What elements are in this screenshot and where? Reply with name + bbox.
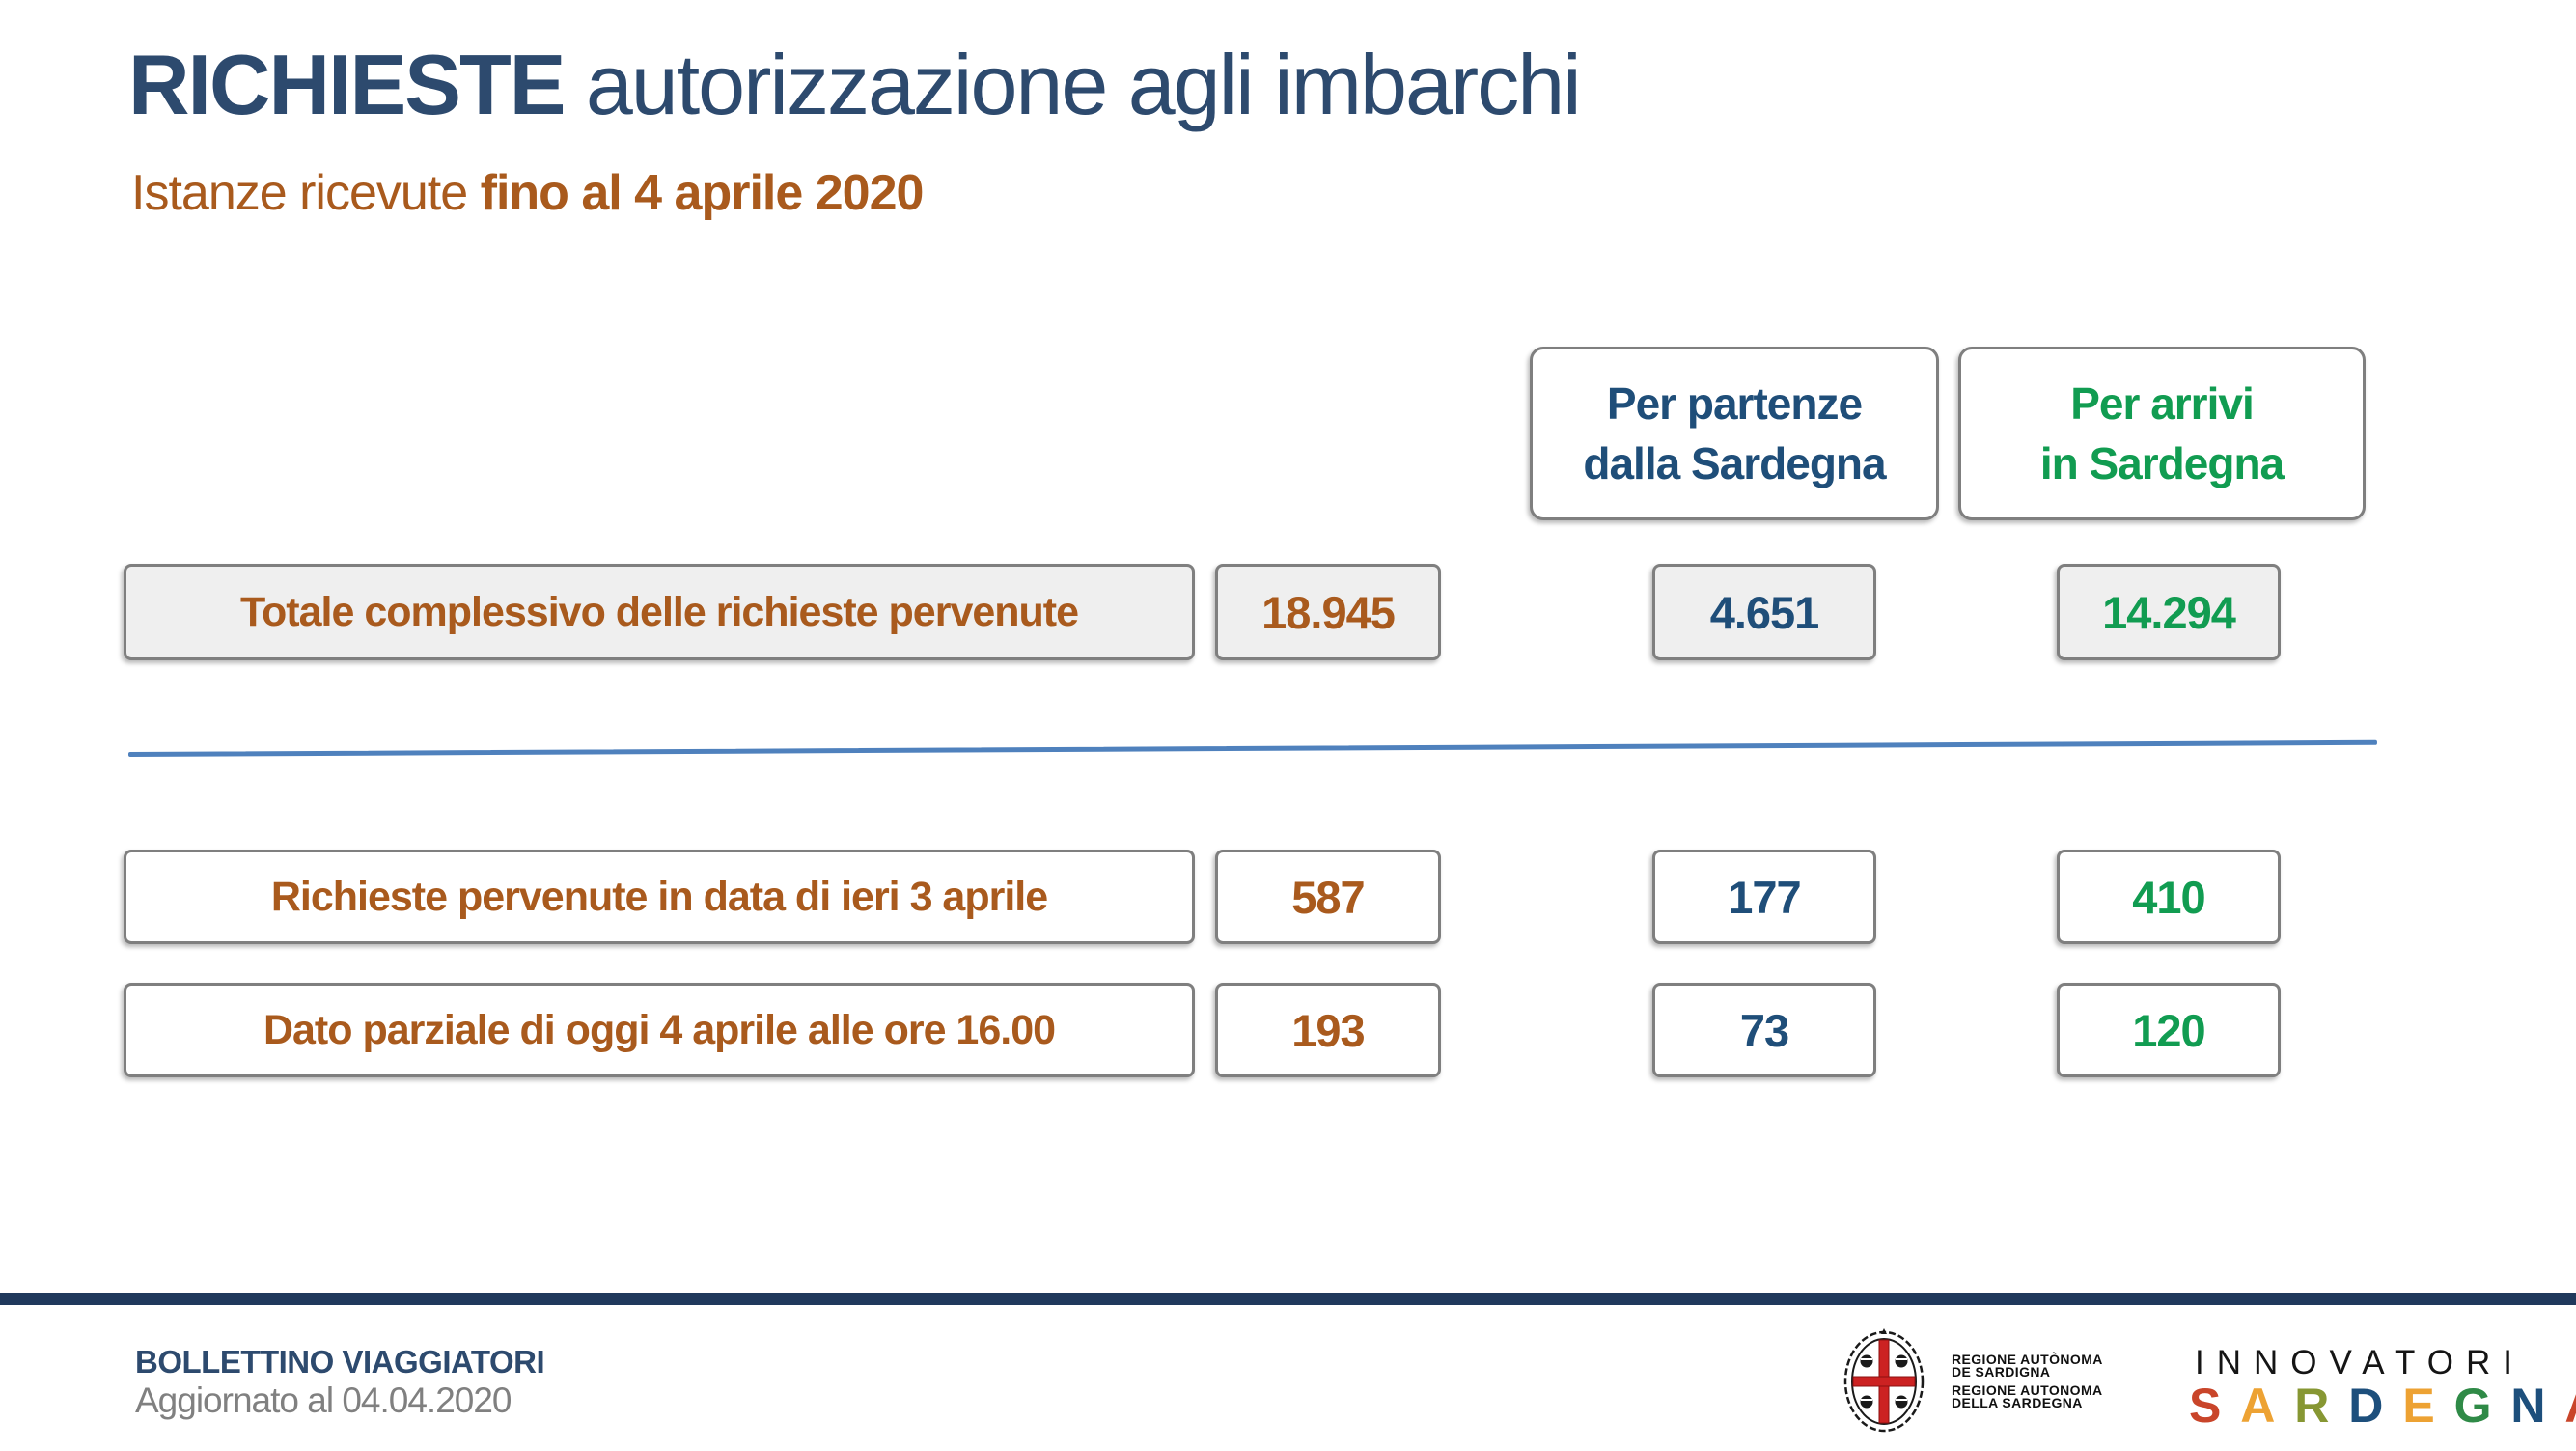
- page-title-rest: autorizzazione agli imbarchi: [564, 37, 1582, 132]
- bulletin-title: BOLLETTINO VIAGGIATORI: [135, 1344, 545, 1380]
- today-partenze-value: 73: [1739, 1004, 1789, 1056]
- subtitle-date: fino al 4 aprile 2020: [480, 165, 925, 221]
- bulletin-updated-date: Aggiornato al 04.04.2020: [135, 1381, 512, 1420]
- region-line-2: DE SARDIGNA: [1952, 1364, 2051, 1380]
- total-arrivi-value: 14.294: [2102, 586, 2236, 638]
- sardegna-letter: E: [2402, 1379, 2438, 1433]
- subtitle-prefix: Istanze ricevute: [131, 165, 481, 221]
- region-line-4: DELLA SARDEGNA: [1952, 1395, 2083, 1410]
- yesterday-arrivi-value: 410: [2132, 871, 2205, 923]
- column-header-partenze-line1: Per partenze: [1606, 377, 1863, 429]
- table-row-total-label-box: Totale complessivo delle richieste perve…: [124, 564, 1195, 660]
- sardinia-coat-of-arms-icon: [1843, 1328, 1925, 1433]
- yesterday-overall-value-box: 587: [1215, 850, 1441, 944]
- table-row-yesterday-label: Richieste pervenute in data di ieri 3 ap…: [270, 873, 1048, 920]
- region-logo-text: REGIONE AUTÒNOMA DE SARDIGNA REGIONE AUT…: [1952, 1353, 2103, 1409]
- total-overall-value-box: 18.945: [1215, 564, 1441, 660]
- sardegna-letter: S: [2189, 1379, 2225, 1433]
- section-divider-line: [127, 739, 2377, 757]
- yesterday-overall-value: 587: [1291, 871, 1365, 923]
- today-arrivi-value: 120: [2132, 1004, 2205, 1056]
- column-header-partenze-label: Per partenze dalla Sardegna: [1583, 374, 1886, 493]
- yesterday-partenze-value-box: 177: [1652, 850, 1876, 944]
- sardegna-letter: D: [2348, 1379, 2387, 1433]
- page-title: RICHIESTE autorizzazione agli imbarchi: [128, 40, 1582, 129]
- table-row-today-label: Dato parziale di oggi 4 aprile alle ore …: [263, 1006, 1056, 1053]
- region-line-1: REGIONE AUTÒNOMA: [1952, 1352, 2103, 1367]
- today-partenze-value-box: 73: [1652, 983, 1876, 1077]
- total-partenze-value-box: 4.651: [1652, 564, 1876, 660]
- total-overall-value: 18.945: [1261, 586, 1396, 638]
- sardegna-letter: A: [2564, 1378, 2576, 1434]
- sardegna-letter: N: [2510, 1379, 2549, 1433]
- sardegna-letter: R: [2294, 1379, 2333, 1433]
- yesterday-arrivi-value-box: 410: [2057, 850, 2281, 944]
- region-line-3: REGIONE AUTONOMA: [1952, 1382, 2103, 1398]
- column-header-arrivi: Per arrivi in Sardegna: [1958, 347, 2366, 520]
- column-header-arrivi-label: Per arrivi in Sardegna: [2039, 374, 2285, 493]
- table-row-total-label: Totale complessivo delle richieste perve…: [239, 588, 1079, 635]
- sardegna-letter: G: [2453, 1379, 2495, 1433]
- table-row-today-label-box: Dato parziale di oggi 4 aprile alle ore …: [124, 983, 1195, 1077]
- total-partenze-value: 4.651: [1709, 586, 1820, 638]
- page-subtitle: Istanze ricevute fino al 4 aprile 2020: [131, 165, 925, 221]
- column-header-arrivi-line1: Per arrivi: [2070, 377, 2254, 429]
- table-row-yesterday-label-box: Richieste pervenute in data di ieri 3 ap…: [124, 850, 1195, 944]
- today-arrivi-value-box: 120: [2057, 983, 2281, 1077]
- page-title-emphasis: RICHIESTE: [128, 37, 566, 132]
- innovatori-logo-text: INNOVATORI: [2195, 1344, 2525, 1381]
- total-arrivi-value-box: 14.294: [2057, 564, 2281, 660]
- today-overall-value-box: 193: [1215, 983, 1441, 1077]
- today-overall-value: 193: [1291, 1004, 1365, 1056]
- column-header-partenze-line2: dalla Sardegna: [1583, 438, 1886, 488]
- column-header-partenze: Per partenze dalla Sardegna: [1530, 347, 1939, 520]
- sardegna-letter: A: [2240, 1379, 2279, 1433]
- yesterday-partenze-value: 177: [1728, 871, 1801, 923]
- sardegna-logo-text: S A R D E G N A: [2189, 1378, 2576, 1434]
- footer-divider-bar: [0, 1293, 2576, 1305]
- column-header-arrivi-line2: in Sardegna: [2039, 438, 2285, 488]
